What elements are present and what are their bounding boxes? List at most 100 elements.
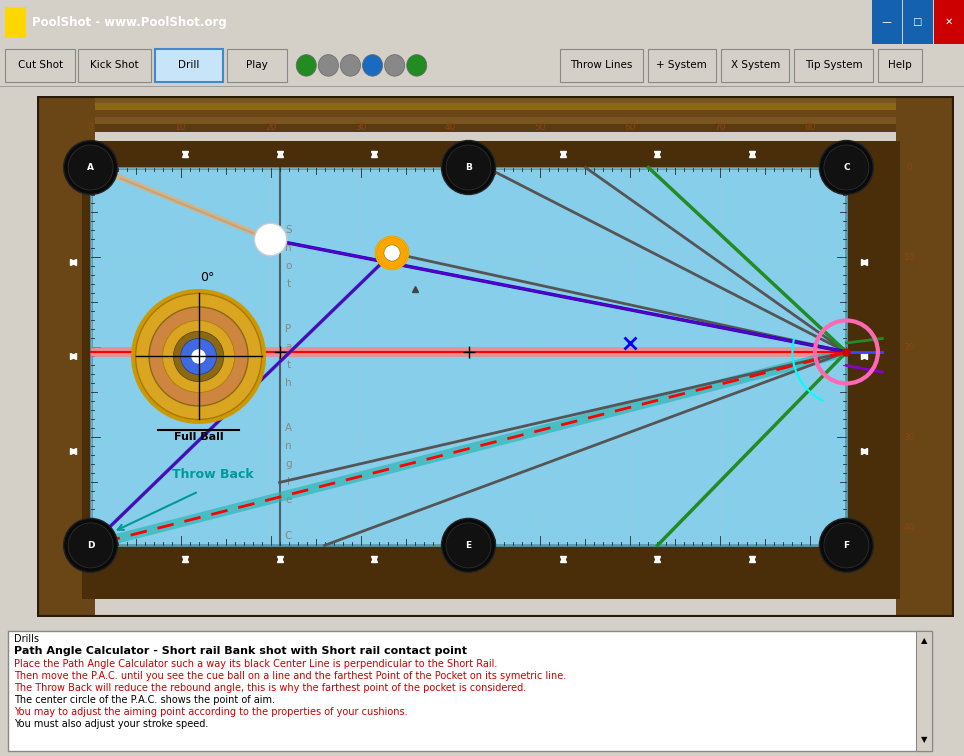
Bar bbox=[896, 95, 954, 618]
Text: Throw Lines: Throw Lines bbox=[571, 60, 632, 70]
Text: Place the Path Angle Calculator such a way its black Center Line is perpendicula: Place the Path Angle Calculator such a w… bbox=[14, 659, 497, 669]
Bar bbox=[903, 0, 933, 44]
Text: C: C bbox=[844, 163, 849, 172]
Text: 10: 10 bbox=[903, 253, 915, 262]
Bar bbox=[721, 49, 790, 82]
Bar bbox=[37, 559, 954, 576]
Text: A: A bbox=[285, 423, 292, 433]
Text: You must also adjust your stroke speed.: You must also adjust your stroke speed. bbox=[14, 719, 208, 729]
Text: 0°: 0° bbox=[201, 271, 215, 284]
Text: 20: 20 bbox=[265, 122, 277, 132]
Bar bbox=[37, 103, 954, 110]
Bar bbox=[227, 49, 287, 82]
Bar bbox=[37, 95, 95, 618]
Circle shape bbox=[136, 293, 261, 420]
Bar bbox=[794, 49, 872, 82]
Text: h: h bbox=[285, 243, 292, 253]
Bar bbox=[37, 124, 954, 132]
Circle shape bbox=[68, 145, 113, 190]
Text: F: F bbox=[844, 541, 849, 550]
Circle shape bbox=[446, 523, 491, 568]
Text: Drill: Drill bbox=[178, 60, 200, 70]
Text: C: C bbox=[285, 531, 292, 541]
Text: You may to adjust the aiming point according to the properties of your cushions.: You may to adjust the aiming point accor… bbox=[14, 707, 408, 717]
Text: Help: Help bbox=[888, 60, 912, 70]
Text: + System: + System bbox=[656, 60, 708, 70]
Text: 30: 30 bbox=[903, 433, 915, 442]
Text: 80: 80 bbox=[805, 122, 817, 132]
Text: A: A bbox=[87, 163, 94, 172]
Circle shape bbox=[442, 519, 495, 572]
Bar bbox=[37, 553, 954, 569]
Circle shape bbox=[450, 150, 487, 185]
Text: g: g bbox=[285, 460, 292, 469]
Bar bbox=[560, 49, 643, 82]
Circle shape bbox=[819, 519, 873, 572]
Text: B: B bbox=[465, 163, 472, 172]
Bar bbox=[37, 110, 954, 117]
Text: 10: 10 bbox=[174, 122, 186, 132]
Bar bbox=[916, 631, 932, 751]
Text: 40: 40 bbox=[903, 523, 915, 532]
Circle shape bbox=[376, 237, 408, 269]
Bar bbox=[37, 117, 954, 124]
Text: 60: 60 bbox=[625, 122, 636, 132]
Text: l: l bbox=[287, 478, 290, 488]
Circle shape bbox=[340, 54, 361, 76]
Bar bbox=[5, 49, 75, 82]
Circle shape bbox=[174, 331, 224, 382]
Circle shape bbox=[254, 223, 286, 256]
Circle shape bbox=[384, 245, 400, 261]
Text: ▼: ▼ bbox=[921, 735, 927, 744]
Bar bbox=[5, 7, 26, 38]
Text: Then move the P.A.C. until you see the cue ball on a line and the farthest Point: Then move the P.A.C. until you see the c… bbox=[14, 671, 566, 681]
Circle shape bbox=[261, 231, 271, 240]
Text: Cut Shot: Cut Shot bbox=[17, 60, 63, 70]
Circle shape bbox=[828, 528, 865, 563]
Text: Full Ball: Full Ball bbox=[174, 432, 224, 442]
Text: Path Angle Calculator - Short rail Bank shot with Short rail contact point: Path Angle Calculator - Short rail Bank … bbox=[14, 646, 468, 656]
Text: S: S bbox=[285, 225, 292, 235]
Text: Play: Play bbox=[246, 60, 268, 70]
Text: Kick Shot: Kick Shot bbox=[91, 60, 139, 70]
Text: Drills: Drills bbox=[14, 634, 40, 644]
Circle shape bbox=[131, 289, 266, 424]
Circle shape bbox=[296, 54, 316, 76]
Bar bbox=[37, 567, 954, 583]
Bar bbox=[648, 49, 716, 82]
Text: 40: 40 bbox=[444, 122, 456, 132]
Circle shape bbox=[64, 519, 118, 572]
Bar bbox=[37, 95, 954, 103]
Circle shape bbox=[407, 54, 427, 76]
Text: e: e bbox=[285, 495, 292, 506]
Bar bbox=[877, 49, 922, 82]
Circle shape bbox=[68, 523, 113, 568]
Text: 50: 50 bbox=[535, 122, 547, 132]
Bar bbox=[91, 168, 846, 545]
Text: 30: 30 bbox=[355, 122, 366, 132]
Text: 0: 0 bbox=[88, 122, 94, 132]
Text: D: D bbox=[87, 541, 94, 550]
Bar bbox=[91, 168, 846, 545]
Bar bbox=[934, 0, 964, 44]
Text: ▲: ▲ bbox=[921, 636, 927, 645]
Circle shape bbox=[192, 349, 205, 364]
Circle shape bbox=[828, 150, 865, 185]
Circle shape bbox=[824, 523, 869, 568]
Circle shape bbox=[446, 145, 491, 190]
Circle shape bbox=[450, 528, 487, 563]
Bar bbox=[37, 545, 954, 562]
Text: t: t bbox=[286, 280, 290, 290]
Circle shape bbox=[824, 145, 869, 190]
Text: o: o bbox=[285, 262, 292, 271]
Text: The Throw Back will reduce the rebound angle, this is why the farthest point of : The Throw Back will reduce the rebound a… bbox=[14, 683, 526, 693]
Circle shape bbox=[819, 141, 873, 194]
Text: 0: 0 bbox=[906, 163, 912, 172]
Bar bbox=[872, 0, 902, 44]
Text: 70: 70 bbox=[714, 122, 726, 132]
Text: Throw Back: Throw Back bbox=[172, 468, 254, 481]
Text: n: n bbox=[285, 442, 292, 451]
Bar bbox=[154, 49, 223, 82]
Circle shape bbox=[442, 141, 495, 194]
Text: t: t bbox=[286, 361, 290, 370]
